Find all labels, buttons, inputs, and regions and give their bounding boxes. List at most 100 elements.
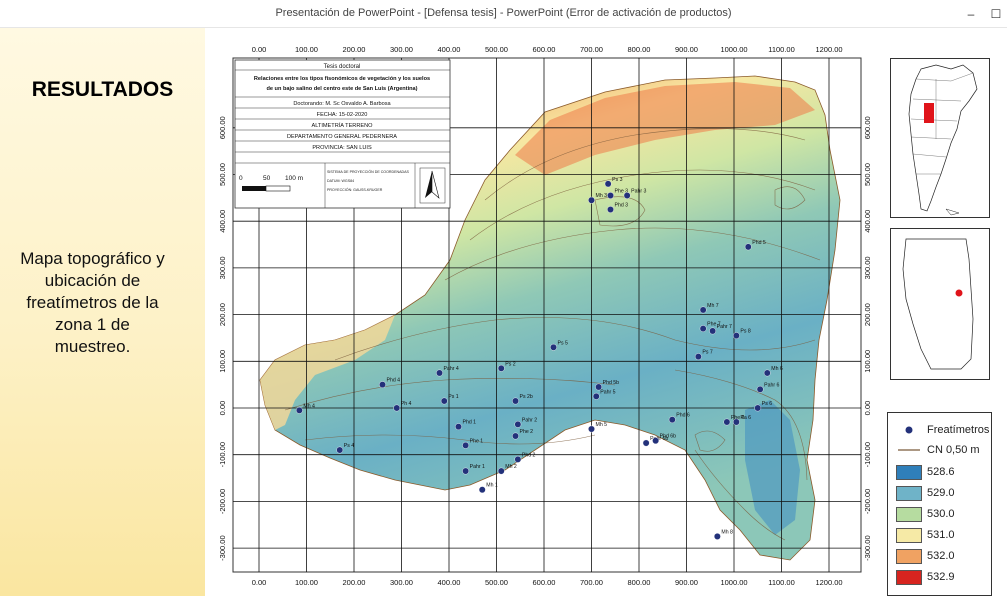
x-tick-label: 400.00	[438, 578, 461, 587]
piezometer-label: Phd 1	[463, 420, 477, 426]
x-tick-label: 1200.00	[815, 45, 842, 54]
title-block-text: de un bajo salino del centro este de San…	[266, 86, 417, 92]
piezometer-marker[interactable]	[709, 327, 717, 335]
piezometer-label: Ps 1	[448, 394, 458, 400]
piezometer-marker[interactable]	[763, 369, 771, 377]
piezometer-marker[interactable]	[512, 432, 519, 440]
title-block-text: FECHA: 15-02-2020	[317, 112, 368, 118]
piezometer-marker[interactable]	[756, 385, 764, 393]
x-tick-label: 600.00	[533, 578, 556, 587]
x-tick-label: 1000.00	[720, 578, 747, 587]
legend-class-label: 528.6	[927, 466, 955, 478]
piezometer-marker[interactable]	[668, 416, 676, 424]
piezometer-label: Phe 1	[470, 438, 484, 444]
piezometer-marker[interactable]	[588, 425, 595, 433]
piezometer-marker[interactable]	[455, 423, 462, 431]
piezometer-marker[interactable]	[732, 418, 740, 426]
projection-text: DATUM: WGS84	[327, 179, 354, 183]
san-luis-outline	[902, 238, 974, 370]
piezometer-marker[interactable]	[295, 406, 303, 414]
y-tick-label: 400.00	[863, 210, 872, 233]
minimize-button[interactable]: –	[967, 7, 975, 21]
argentina-outline-map	[908, 64, 978, 216]
piezometer-marker[interactable]	[642, 439, 650, 447]
piezometer-marker[interactable]	[607, 206, 614, 213]
piezometer-marker[interactable]	[497, 467, 505, 475]
piezometer-marker[interactable]	[723, 418, 731, 426]
piezometer-marker[interactable]	[623, 192, 631, 199]
piezometer-marker[interactable]	[744, 243, 752, 251]
scale-label-50: 50	[263, 175, 271, 182]
piezometer-marker[interactable]	[699, 325, 707, 333]
y-tick-label: 300.00	[218, 256, 227, 279]
contour-line	[694, 430, 726, 452]
piezometer-marker[interactable]	[604, 180, 612, 188]
piezometer-marker[interactable]	[514, 455, 522, 463]
piezometer-marker[interactable]	[379, 381, 386, 389]
piezometer-marker[interactable]	[595, 383, 603, 391]
piezometer-marker[interactable]	[514, 420, 522, 428]
piezometer-marker[interactable]	[478, 486, 486, 494]
piezometer-marker[interactable]	[607, 192, 614, 199]
piezometer-marker[interactable]	[652, 437, 660, 445]
x-tick-label: 100.00	[295, 45, 318, 54]
contour-line	[444, 227, 821, 281]
contour-line	[694, 449, 786, 541]
piezometer-label: Pahr 5	[600, 389, 615, 395]
scale-label-0: 0	[239, 175, 243, 182]
legend-class-label: 529.0	[927, 487, 955, 499]
piezometer-marker[interactable]	[732, 332, 740, 340]
legend-class-row: 532.0	[896, 547, 955, 565]
x-tick-label: 900.00	[675, 45, 698, 54]
contour-line	[304, 434, 596, 445]
piezometer-label: Phe 2	[520, 429, 534, 435]
slide-canvas: RESULTADOS Mapa topográfico y ubicación …	[0, 28, 1007, 596]
y-tick-label: -200.00	[863, 489, 872, 514]
piezometer-marker[interactable]	[588, 196, 595, 204]
contour-line	[774, 186, 806, 210]
piezometer-marker[interactable]	[462, 467, 470, 475]
piezometer-marker[interactable]	[550, 343, 557, 351]
piezometer-marker[interactable]	[713, 533, 721, 540]
x-tick-label: 800.00	[628, 45, 651, 54]
piezometer-marker[interactable]	[512, 397, 519, 405]
piezometer-label: Mh 2	[505, 464, 517, 470]
piezometer-label: Ps 2b	[520, 394, 533, 400]
legend-color-swatch	[896, 506, 922, 522]
y-tick-label: -300.00	[218, 535, 227, 560]
piezometer-marker[interactable]	[497, 364, 505, 372]
piezometer-marker[interactable]	[462, 441, 470, 449]
legend-class-row: 532.9	[896, 568, 955, 586]
window-titlebar: Presentación de PowerPoint - [Defensa te…	[0, 0, 1007, 28]
y-tick-label: -100.00	[218, 442, 227, 467]
piezometer-label: Mh 7	[707, 303, 719, 309]
y-tick-label: 200.00	[863, 303, 872, 326]
piezometer-label: Pahr 4	[444, 366, 459, 372]
legend-piezometer-row: Freatímetros	[896, 421, 989, 439]
legend-color-swatch	[896, 527, 922, 543]
x-tick-label: 200.00	[343, 578, 366, 587]
piezometer-marker[interactable]	[393, 404, 401, 412]
piezometer-label: Phd 5	[752, 240, 766, 246]
contour-line	[284, 378, 616, 411]
title-block-text: DEPARTAMENTO GENERAL PEDERNERA	[287, 134, 397, 140]
piezometer-marker[interactable]	[440, 397, 448, 405]
piezometer-marker[interactable]	[592, 392, 600, 400]
legend-color-swatch	[896, 464, 922, 480]
piezometer-marker[interactable]	[754, 404, 762, 412]
piezometer-label: Mh 3	[596, 193, 608, 199]
piezometer-marker[interactable]	[336, 446, 344, 454]
piezometer-marker[interactable]	[694, 353, 702, 361]
legend-contour-row: CN 0,50 m	[896, 441, 980, 459]
legend-class-row: 530.0	[896, 505, 955, 523]
piezometer-marker[interactable]	[699, 306, 707, 314]
piezometer-label: Phd 3	[615, 203, 629, 209]
maximize-button[interactable]: ☐	[990, 7, 1002, 21]
x-tick-label: 300.00	[390, 45, 413, 54]
scale-bar-black	[242, 186, 266, 191]
piezometer-label: Pa 6	[740, 415, 751, 421]
topographic-map: 0.00 100.00 200.00 300.00 400.00 500.00 600.00…	[215, 40, 880, 592]
piezometer-marker[interactable]	[436, 369, 443, 377]
scale-label-100: 100 m	[285, 175, 303, 182]
